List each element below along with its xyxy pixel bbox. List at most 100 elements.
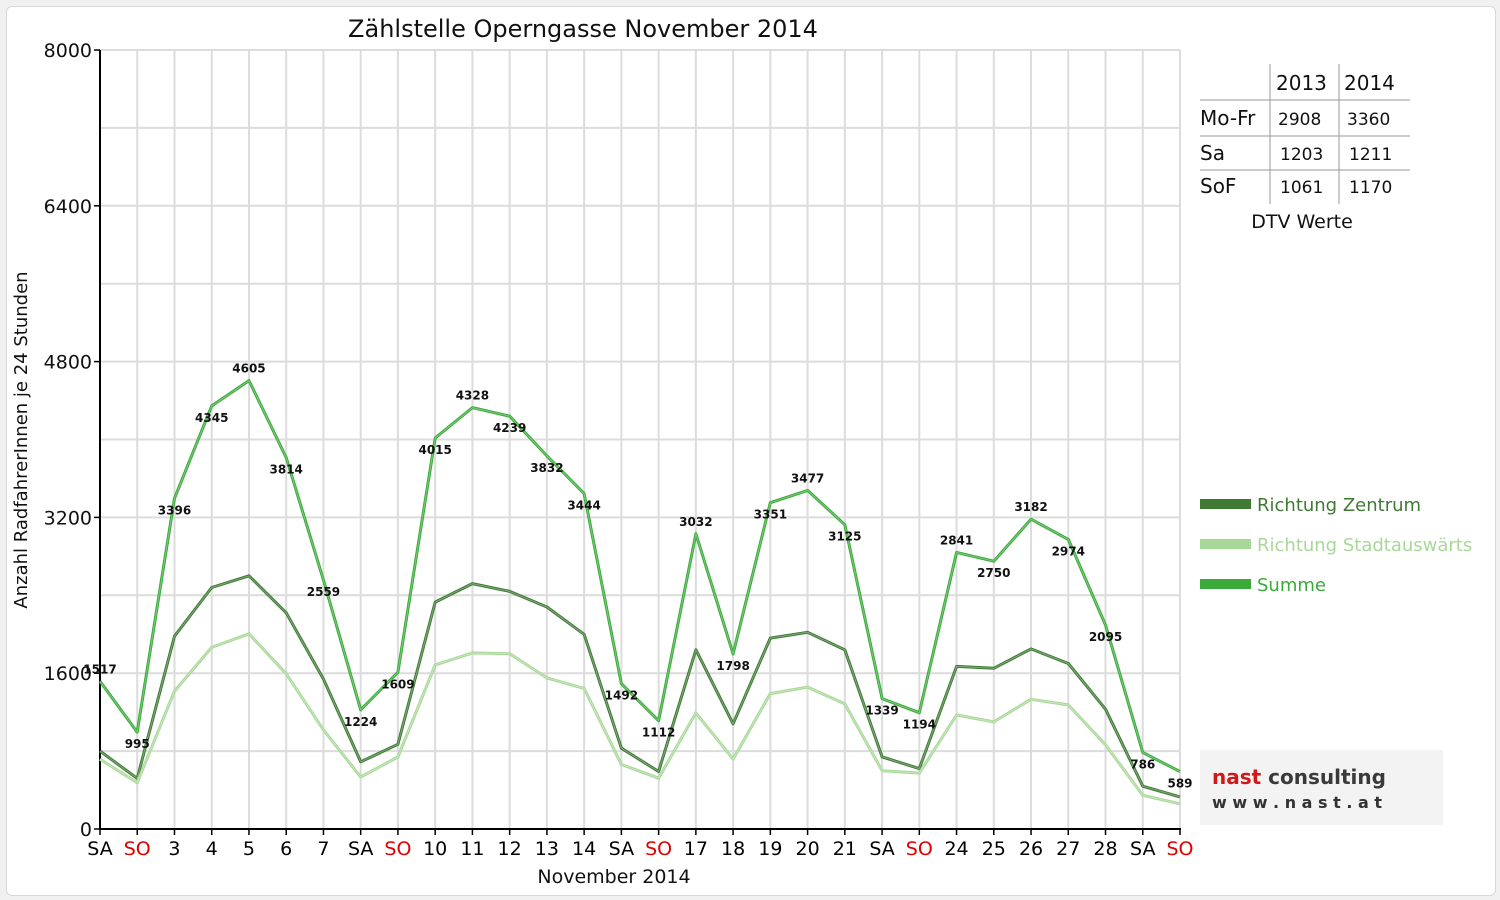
x-tick-label: SA [609, 838, 634, 860]
axes [99, 50, 1181, 830]
x-tick-label: 25 [982, 838, 1006, 860]
x-tick-label: SO [384, 838, 411, 860]
series-line-highlight-summe [99, 380, 1181, 773]
data-label: 1112 [642, 726, 675, 740]
x-tick-label: 19 [758, 838, 782, 860]
x-tick-label: 3 [168, 838, 180, 860]
dtv-caption: DTV Werte [1251, 211, 1353, 233]
dtv-cell: 1170 [1349, 178, 1392, 198]
data-label: 1609 [381, 677, 414, 691]
x-tick-label: 24 [944, 838, 968, 860]
data-label: 3182 [1014, 500, 1047, 514]
data-label: 1194 [903, 718, 936, 732]
x-axis-label: November 2014 [537, 866, 690, 888]
series-line-summe [98, 379, 1181, 773]
y-tick-label: 1600 [44, 663, 92, 685]
x-tick-label: 14 [572, 838, 596, 860]
dtv-cell: 2908 [1278, 110, 1321, 130]
dtv-row-label: Mo-Fr [1200, 106, 1256, 130]
series-lines [98, 379, 1181, 806]
x-tick-label: 10 [423, 838, 447, 860]
nast-consulting-logo: nast consulting w w w . n a s t . a t [1200, 750, 1443, 825]
x-tick-label: 6 [280, 838, 292, 860]
data-label: 3032 [679, 515, 712, 529]
x-tick-label: 18 [721, 838, 745, 860]
dtv-cell: 1061 [1280, 178, 1323, 198]
x-tick-label: 21 [833, 838, 857, 860]
data-label: 1492 [605, 689, 638, 703]
x-tick-label: 12 [498, 838, 522, 860]
data-label: 3832 [530, 461, 563, 475]
x-tick-label: SA [348, 838, 373, 860]
series-line-highlight-richtung-stadtausw-rts [99, 633, 1181, 805]
x-tick-label: SA [87, 838, 112, 860]
dtv-header-2013: 2013 [1276, 71, 1327, 95]
data-label: 3125 [828, 530, 861, 544]
x-tick-label: 20 [795, 838, 819, 860]
logo-background [1200, 750, 1443, 825]
data-label: 3444 [567, 499, 600, 513]
y-tick-label: 0 [80, 819, 92, 841]
data-label: 4015 [418, 443, 451, 457]
x-tick-label: 4 [206, 838, 218, 860]
grid [100, 49, 1181, 829]
logo-url: w w w . n a s t . a t [1212, 793, 1382, 812]
data-label: 2974 [1052, 544, 1085, 558]
data-label: 786 [1130, 757, 1155, 771]
data-labels: 1517 995 3396 4345 4605 3814 2559 1224 1609 4015 4… [83, 362, 1192, 791]
legend: Richtung Zentrum Richtung Stadtauswärts Su… [1200, 495, 1472, 596]
series-line-richtung-stadtausw-rts [99, 632, 1181, 806]
x-tick-label: SO [645, 838, 672, 860]
x-tick-label: SO [124, 838, 151, 860]
legend-label-summe: Summe [1257, 575, 1326, 596]
legend-swatch-richtung-zentrum [1200, 499, 1251, 509]
x-ticks: SA SO 3 4 5 6 7 SA SO 10 11 12 13 14 SA SO 17 18 19 20 21 SA S… [87, 829, 1194, 860]
x-tick-label: SA [869, 838, 894, 860]
data-label: 4605 [232, 362, 265, 376]
dtv-table: 2013 2014 Mo-Fr 2908 3360 Sa 1203 1211 S… [1200, 64, 1410, 233]
chart-frame [6, 6, 1496, 896]
legend-swatch-richtung-stadtausw-rts [1200, 539, 1251, 549]
x-tick-label: 26 [1019, 838, 1043, 860]
data-label: 589 [1167, 777, 1192, 791]
x-tick-label: 11 [460, 838, 484, 860]
x-tick-label: SA [1130, 838, 1155, 860]
logo-text: nast consulting [1212, 765, 1386, 789]
data-label: 2841 [940, 533, 973, 547]
y-ticks: 0 1600 3200 4800 6400 8000 [44, 40, 100, 841]
x-tick-label: 28 [1093, 838, 1117, 860]
legend-label-richtung-zentrum: Richtung Zentrum [1257, 495, 1421, 516]
x-tick-label: 13 [535, 838, 559, 860]
data-label: 3396 [158, 503, 191, 517]
data-label: 2095 [1089, 630, 1122, 644]
data-label: 3814 [270, 463, 303, 477]
dtv-row-label: SoF [1200, 174, 1236, 198]
y-tick-label: 6400 [44, 196, 92, 218]
data-label: 1224 [344, 715, 377, 729]
series-line-highlight-richtung-zentrum [99, 575, 1181, 798]
series-line-richtung-zentrum [99, 574, 1181, 799]
y-tick-label: 4800 [44, 352, 92, 374]
x-tick-label: SO [906, 838, 933, 860]
data-label: 4239 [493, 421, 526, 435]
dtv-header-2014: 2014 [1344, 71, 1395, 95]
y-tick-label: 8000 [44, 40, 92, 62]
dtv-row-label: Sa [1200, 141, 1225, 165]
x-tick-label: SO [1166, 838, 1193, 860]
x-tick-label: 27 [1056, 838, 1080, 860]
legend-label-richtung-stadtausw-rts: Richtung Stadtauswärts [1257, 535, 1472, 556]
data-label: 3351 [754, 508, 787, 522]
x-tick-label: 5 [243, 838, 255, 860]
y-axis-label: Anzahl RadfahrerInnen je 24 Stunden [11, 271, 32, 608]
data-label: 2559 [307, 585, 340, 599]
data-label: 1517 [83, 662, 116, 676]
x-tick-label: 7 [317, 838, 329, 860]
dtv-cell: 1203 [1280, 145, 1323, 165]
data-label: 1339 [865, 704, 898, 718]
x-tick-label: 17 [684, 838, 708, 860]
data-label: 4328 [456, 389, 489, 403]
chart-title: Zählstelle Operngasse November 2014 [348, 15, 818, 43]
data-label: 3477 [791, 471, 824, 485]
legend-swatch-summe [1200, 579, 1251, 589]
